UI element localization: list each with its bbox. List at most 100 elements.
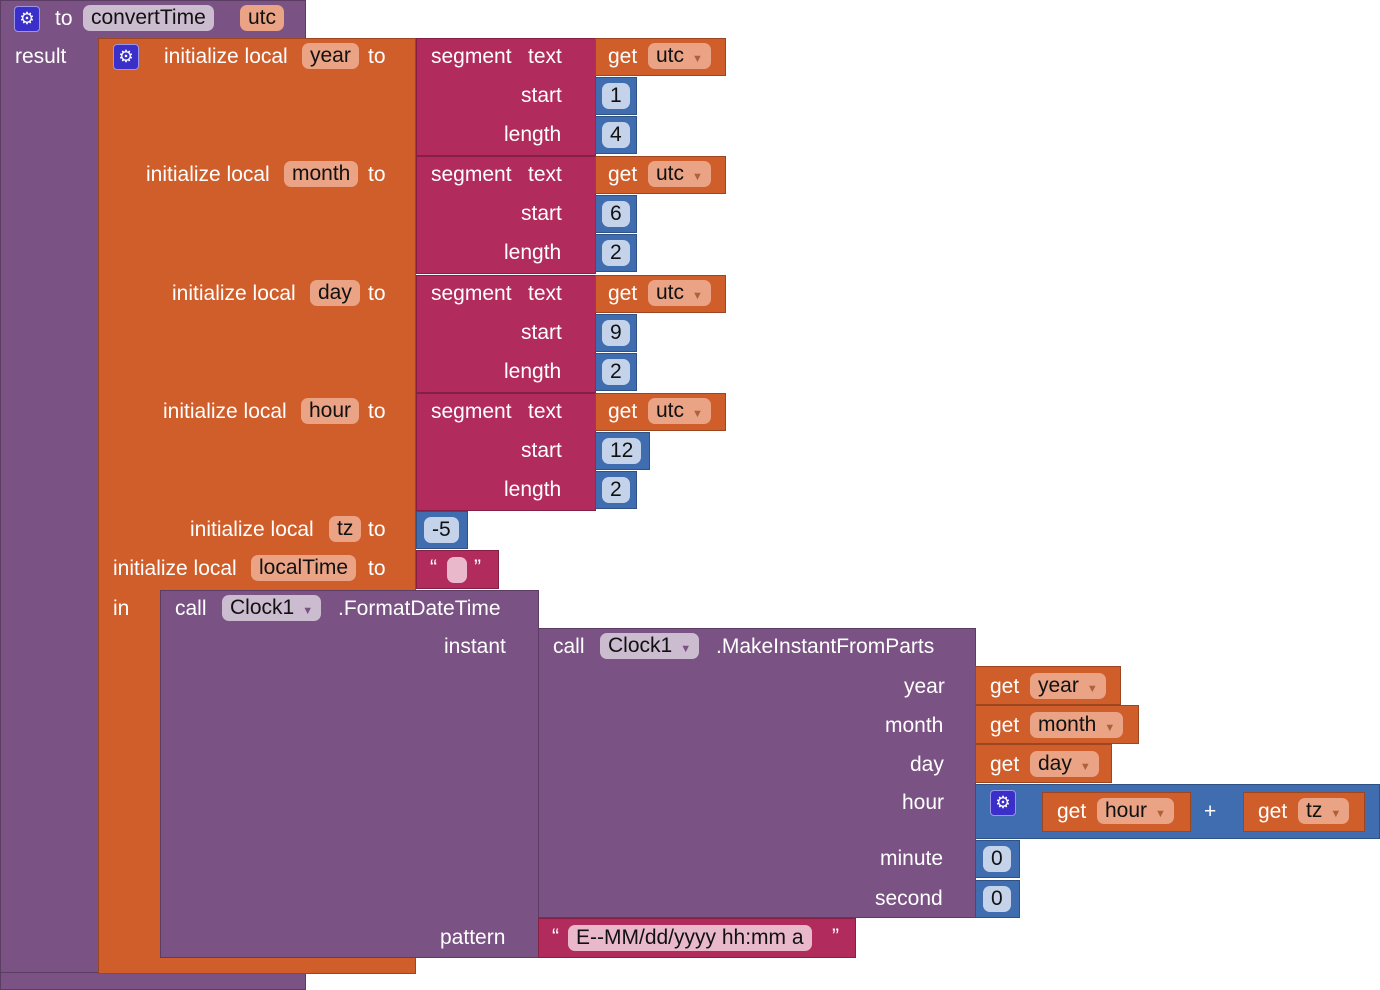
utc-dropdown[interactable]: utc ▼ [648, 279, 711, 306]
call-label: call [553, 635, 585, 658]
to-label: to [368, 518, 386, 541]
var-name: utc [656, 162, 685, 186]
dropdown-arrow-icon: ▼ [680, 643, 692, 655]
dropdown-arrow-icon: ▼ [1079, 761, 1091, 773]
get-label: get [608, 45, 638, 68]
to-label: to [368, 399, 386, 423]
procedure-name-field[interactable]: convertTime [83, 5, 214, 31]
start-label: start [521, 438, 562, 462]
param-utc[interactable]: utc [240, 5, 285, 31]
start-value[interactable]: 9 [602, 319, 630, 346]
var-hour[interactable]: hour [301, 397, 360, 424]
second-label: second [875, 887, 943, 910]
make-instant-block[interactable] [538, 628, 976, 918]
dropdown-arrow-icon: ▼ [302, 605, 314, 617]
dropdown-arrow-icon: ▼ [692, 289, 703, 302]
dropdown-arrow-icon: ▼ [692, 53, 703, 65]
utc-dropdown[interactable]: utc ▼ [648, 397, 711, 424]
length-value[interactable]: 2 [602, 476, 630, 503]
dropdown-arrow-icon: ▼ [692, 407, 703, 420]
var-name: utc [656, 280, 685, 304]
length-value[interactable]: 2 [602, 240, 630, 267]
var-localtime[interactable]: localTime [251, 555, 357, 581]
hour-dropdown[interactable]: hour ▼ [1097, 798, 1174, 824]
length-label: length [504, 241, 562, 265]
var-name: year [1038, 674, 1079, 697]
dropdown-arrow-icon: ▼ [1155, 808, 1166, 820]
init-tz-label: initialize local [190, 518, 314, 541]
format-datetime-block[interactable] [160, 590, 539, 958]
dropdown-arrow-icon: ▼ [692, 171, 703, 184]
pattern-label: pattern [440, 926, 506, 949]
day-label: day [910, 753, 944, 776]
clock1-dropdown[interactable]: Clock1 ▼ [600, 633, 700, 659]
month-dropdown[interactable]: month ▼ [1030, 712, 1124, 738]
to-label: to [55, 7, 73, 30]
get-label: get [608, 163, 638, 187]
tz-value[interactable]: -5 [424, 517, 459, 543]
get-label: get [608, 281, 638, 305]
start-value[interactable]: 6 [602, 201, 630, 228]
var-month[interactable]: month [284, 161, 359, 188]
segment-label: segment [431, 281, 512, 305]
month-label: month [885, 714, 944, 737]
init-label: initialize local [163, 399, 287, 423]
day-dropdown[interactable]: day ▼ [1030, 751, 1099, 777]
var-name: tz [1306, 799, 1323, 822]
length-value[interactable]: 2 [602, 358, 630, 385]
segment-label: segment [431, 399, 512, 423]
minute-value[interactable]: 0 [983, 846, 1011, 872]
in-label: in [113, 597, 130, 620]
start-label: start [521, 202, 562, 226]
text-label: text [528, 163, 562, 187]
var-name: utc [656, 44, 685, 67]
length-value[interactable]: 4 [602, 122, 630, 148]
var-year[interactable]: year [302, 43, 359, 69]
text-label: text [528, 281, 562, 305]
open-quote: “ [430, 556, 437, 579]
var-tz[interactable]: tz [329, 516, 362, 542]
text-label: text [528, 399, 562, 423]
clock1-dropdown[interactable]: Clock1 ▼ [222, 595, 322, 621]
utc-dropdown[interactable]: utc ▼ [648, 43, 711, 69]
empty-text-field[interactable] [447, 557, 467, 583]
close-quote: ” [832, 925, 839, 948]
tz-dropdown[interactable]: tz ▼ [1298, 798, 1350, 824]
segment-block[interactable] [416, 156, 596, 275]
gear-icon[interactable]: ⚙ [113, 44, 139, 70]
to-label: to [368, 557, 386, 580]
year-label: year [904, 675, 945, 698]
var-name: utc [656, 398, 685, 422]
segment-block[interactable] [416, 392, 596, 511]
procedure-footer [0, 972, 306, 990]
method-label: .MakeInstantFromParts [716, 635, 935, 658]
pattern-field[interactable]: E--MM/dd/yyyy hh:mm a [568, 925, 812, 951]
minute-label: minute [880, 847, 944, 870]
init-label: initialize local [164, 45, 288, 68]
get-label: get [608, 399, 638, 423]
instant-label: instant [444, 635, 506, 658]
utc-dropdown[interactable]: utc ▼ [648, 161, 711, 188]
gear-icon[interactable]: ⚙ [14, 6, 40, 32]
get-label: get [1057, 800, 1087, 823]
start-value[interactable]: 1 [602, 83, 630, 109]
start-value[interactable]: 12 [602, 437, 642, 464]
year-dropdown[interactable]: year ▼ [1030, 673, 1106, 699]
var-name: hour [1105, 799, 1148, 822]
gear-icon[interactable]: ⚙ [990, 790, 1016, 816]
dropdown-arrow-icon: ▼ [1086, 683, 1098, 695]
get-label: get [990, 675, 1020, 698]
var-day[interactable]: day [310, 279, 360, 306]
segment-label: segment [431, 163, 512, 187]
dropdown-arrow-icon: ▼ [1330, 808, 1342, 820]
second-value[interactable]: 0 [983, 886, 1011, 912]
length-label: length [504, 123, 562, 146]
text-label: text [528, 45, 562, 68]
component: Clock1 [608, 634, 673, 657]
init-label: initialize local [146, 163, 270, 187]
var-name: month [1038, 713, 1097, 736]
segment-block[interactable] [416, 38, 596, 156]
to-label: to [368, 163, 386, 187]
component: Clock1 [230, 596, 295, 619]
get-label: get [990, 753, 1020, 776]
